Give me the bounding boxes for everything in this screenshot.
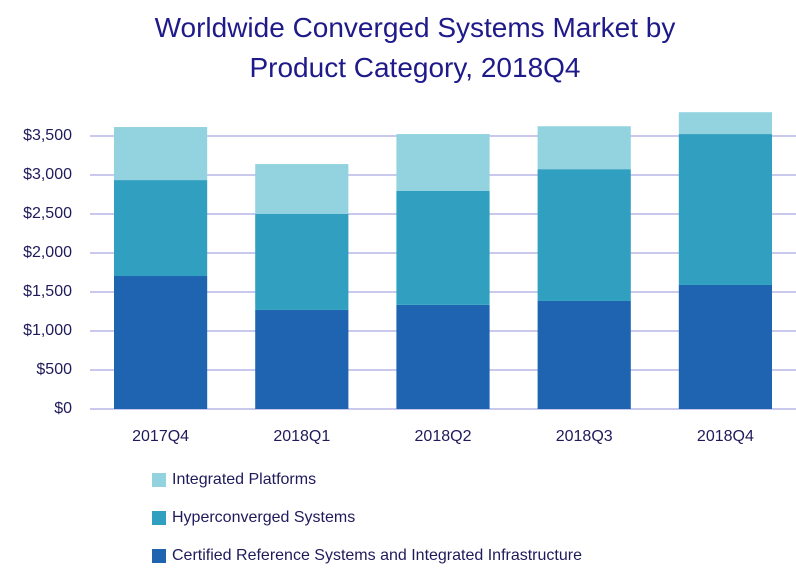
legend-label: Integrated Platforms (172, 471, 316, 488)
x-tick-label: 2017Q4 (132, 428, 189, 445)
bar-segment (537, 126, 631, 170)
bar-segment (678, 112, 772, 135)
bar-segment (114, 127, 208, 181)
y-tick-label: $2,000 (23, 244, 72, 261)
y-tick-label: $2,500 (23, 205, 72, 222)
y-tick-label: $3,000 (23, 166, 72, 183)
bar-segment (114, 180, 208, 277)
legend-swatch (152, 549, 166, 563)
bar-segment (678, 134, 772, 285)
bar-segment (255, 309, 349, 409)
bar-segment (678, 284, 772, 409)
bar-segment (255, 214, 349, 310)
x-tick-label: 2018Q1 (273, 428, 330, 445)
bar-segment (114, 276, 208, 409)
x-tick-label: 2018Q4 (697, 428, 754, 445)
bar-segment (537, 169, 631, 301)
chart-title: Worldwide Converged Systems Market by Pr… (154, 12, 676, 83)
legend-label: Certified Reference Systems and Integrat… (172, 547, 582, 564)
legend-label: Hyperconverged Systems (172, 509, 355, 526)
bar-segment (255, 164, 349, 214)
y-tick-label: $500 (36, 361, 72, 378)
x-tick-label: 2018Q3 (556, 428, 613, 445)
y-tick-label: $3,500 (23, 127, 72, 144)
y-tick-label: $1,000 (23, 322, 72, 339)
bar-segment (396, 304, 490, 409)
bar-segment (537, 300, 631, 409)
legend-swatch (152, 511, 166, 525)
bar-segment (396, 190, 490, 305)
legend-swatch (152, 473, 166, 487)
y-tick-label: $0 (54, 400, 72, 417)
y-tick-label: $1,500 (23, 283, 72, 300)
bar-segment (396, 134, 490, 191)
x-tick-label: 2018Q2 (415, 428, 472, 445)
